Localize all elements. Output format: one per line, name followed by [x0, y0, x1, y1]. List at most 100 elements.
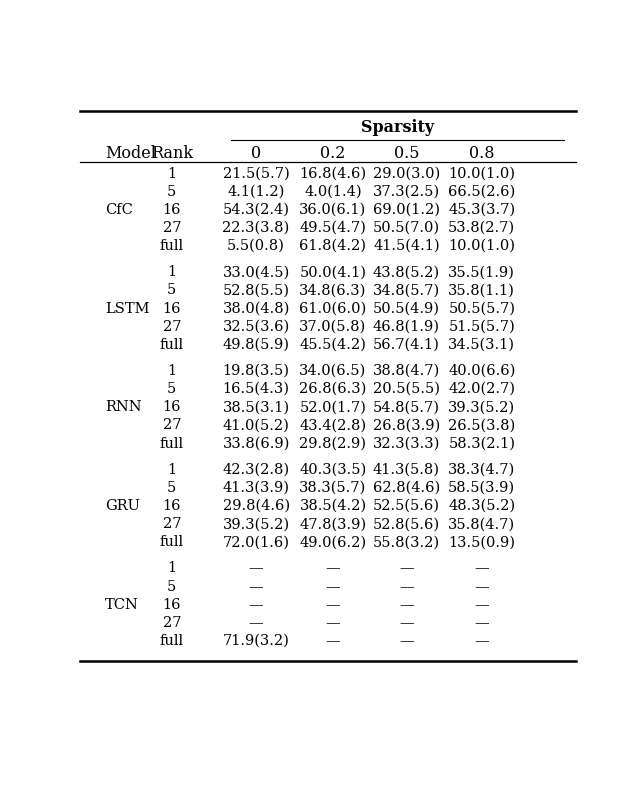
- Text: 46.8(1.9): 46.8(1.9): [373, 320, 440, 334]
- Text: 34.0(6.5): 34.0(6.5): [300, 364, 367, 378]
- Text: 27: 27: [163, 616, 181, 630]
- Text: 26.8(3.9): 26.8(3.9): [372, 419, 440, 432]
- Text: 29.8(4.6): 29.8(4.6): [223, 499, 290, 513]
- Text: —: —: [399, 579, 413, 594]
- Text: 38.5(4.2): 38.5(4.2): [300, 499, 367, 513]
- Text: 39.3(5.2): 39.3(5.2): [223, 517, 290, 531]
- Text: —: —: [399, 616, 413, 630]
- Text: 56.7(4.1): 56.7(4.1): [373, 338, 440, 352]
- Text: 52.8(5.5): 52.8(5.5): [223, 284, 289, 297]
- Text: GRU: GRU: [105, 499, 140, 513]
- Text: 45.5(4.2): 45.5(4.2): [300, 338, 366, 352]
- Text: —: —: [249, 616, 264, 630]
- Text: 34.8(5.7): 34.8(5.7): [373, 284, 440, 297]
- Text: 33.0(4.5): 33.0(4.5): [223, 265, 290, 280]
- Text: full: full: [160, 436, 184, 451]
- Text: 32.5(3.6): 32.5(3.6): [223, 320, 290, 334]
- Text: Sparsity: Sparsity: [361, 119, 434, 136]
- Text: full: full: [160, 239, 184, 253]
- Text: 21.5(5.7): 21.5(5.7): [223, 166, 289, 181]
- Text: 5: 5: [167, 284, 177, 297]
- Text: —: —: [474, 616, 489, 630]
- Text: full: full: [160, 338, 184, 352]
- Text: —: —: [326, 616, 340, 630]
- Text: 53.8(2.7): 53.8(2.7): [448, 221, 515, 235]
- Text: 22.3(3.8): 22.3(3.8): [223, 221, 290, 235]
- Text: 16: 16: [163, 400, 181, 415]
- Text: 61.8(4.2): 61.8(4.2): [300, 239, 367, 253]
- Text: 38.3(5.7): 38.3(5.7): [300, 481, 367, 495]
- Text: 0.8: 0.8: [469, 145, 495, 161]
- Text: 45.3(3.7): 45.3(3.7): [448, 203, 515, 217]
- Text: —: —: [474, 562, 489, 575]
- Text: 66.5(2.6): 66.5(2.6): [448, 185, 515, 199]
- Text: 35.8(4.7): 35.8(4.7): [448, 517, 515, 531]
- Text: 41.3(5.8): 41.3(5.8): [373, 463, 440, 477]
- Text: 48.3(5.2): 48.3(5.2): [448, 499, 515, 513]
- Text: 38.0(4.8): 38.0(4.8): [222, 301, 290, 316]
- Text: LSTM: LSTM: [105, 301, 149, 316]
- Text: —: —: [249, 579, 264, 594]
- Text: full: full: [160, 634, 184, 648]
- Text: 1: 1: [167, 463, 177, 477]
- Text: 33.8(6.9): 33.8(6.9): [222, 436, 290, 451]
- Text: 38.3(4.7): 38.3(4.7): [448, 463, 515, 477]
- Text: 50.5(5.7): 50.5(5.7): [448, 301, 515, 316]
- Text: 41.0(5.2): 41.0(5.2): [223, 419, 289, 432]
- Text: full: full: [160, 535, 184, 550]
- Text: 42.3(2.8): 42.3(2.8): [223, 463, 290, 477]
- Text: 62.8(4.6): 62.8(4.6): [372, 481, 440, 495]
- Text: 16: 16: [163, 499, 181, 513]
- Text: 27: 27: [163, 517, 181, 531]
- Text: 54.3(2.4): 54.3(2.4): [223, 203, 289, 217]
- Text: —: —: [474, 579, 489, 594]
- Text: 40.3(3.5): 40.3(3.5): [300, 463, 367, 477]
- Text: 0.5: 0.5: [394, 145, 419, 161]
- Text: 61.0(6.0): 61.0(6.0): [300, 301, 367, 316]
- Text: 1: 1: [167, 265, 177, 280]
- Text: 43.4(2.8): 43.4(2.8): [300, 419, 367, 432]
- Text: 54.8(5.7): 54.8(5.7): [373, 400, 440, 415]
- Text: 72.0(1.6): 72.0(1.6): [223, 535, 289, 550]
- Text: 37.0(5.8): 37.0(5.8): [300, 320, 367, 334]
- Text: —: —: [249, 562, 264, 575]
- Text: 41.3(3.9): 41.3(3.9): [223, 481, 289, 495]
- Text: 34.5(3.1): 34.5(3.1): [448, 338, 515, 352]
- Text: —: —: [399, 598, 413, 612]
- Text: 58.3(2.1): 58.3(2.1): [448, 436, 515, 451]
- Text: 16: 16: [163, 598, 181, 612]
- Text: 27: 27: [163, 221, 181, 235]
- Text: 39.3(5.2): 39.3(5.2): [448, 400, 515, 415]
- Text: 27: 27: [163, 320, 181, 334]
- Text: —: —: [474, 598, 489, 612]
- Text: 43.8(5.2): 43.8(5.2): [373, 265, 440, 280]
- Text: 49.8(5.9): 49.8(5.9): [223, 338, 289, 352]
- Text: Rank: Rank: [150, 145, 193, 161]
- Text: —: —: [474, 634, 489, 648]
- Text: 10.0(1.0): 10.0(1.0): [448, 239, 515, 253]
- Text: TCN: TCN: [105, 598, 139, 612]
- Text: —: —: [399, 634, 413, 648]
- Text: 5.5(0.8): 5.5(0.8): [227, 239, 285, 253]
- Text: 5: 5: [167, 481, 177, 495]
- Text: RNN: RNN: [105, 400, 141, 415]
- Text: 41.5(4.1): 41.5(4.1): [373, 239, 440, 253]
- Text: 50.0(4.1): 50.0(4.1): [300, 265, 367, 280]
- Text: 5: 5: [167, 382, 177, 396]
- Text: 13.5(0.9): 13.5(0.9): [448, 535, 515, 550]
- Text: 29.0(3.0): 29.0(3.0): [372, 166, 440, 181]
- Text: 0: 0: [251, 145, 261, 161]
- Text: 34.8(6.3): 34.8(6.3): [300, 284, 367, 297]
- Text: 5: 5: [167, 185, 177, 199]
- Text: 35.8(1.1): 35.8(1.1): [449, 284, 515, 297]
- Text: 4.1(1.2): 4.1(1.2): [227, 185, 285, 199]
- Text: 55.8(3.2): 55.8(3.2): [373, 535, 440, 550]
- Text: —: —: [249, 598, 264, 612]
- Text: 16: 16: [163, 301, 181, 316]
- Text: 50.5(7.0): 50.5(7.0): [373, 221, 440, 235]
- Text: 16: 16: [163, 203, 181, 217]
- Text: 16.8(4.6): 16.8(4.6): [300, 166, 367, 181]
- Text: 38.5(3.1): 38.5(3.1): [223, 400, 290, 415]
- Text: 52.0(1.7): 52.0(1.7): [300, 400, 366, 415]
- Text: —: —: [326, 634, 340, 648]
